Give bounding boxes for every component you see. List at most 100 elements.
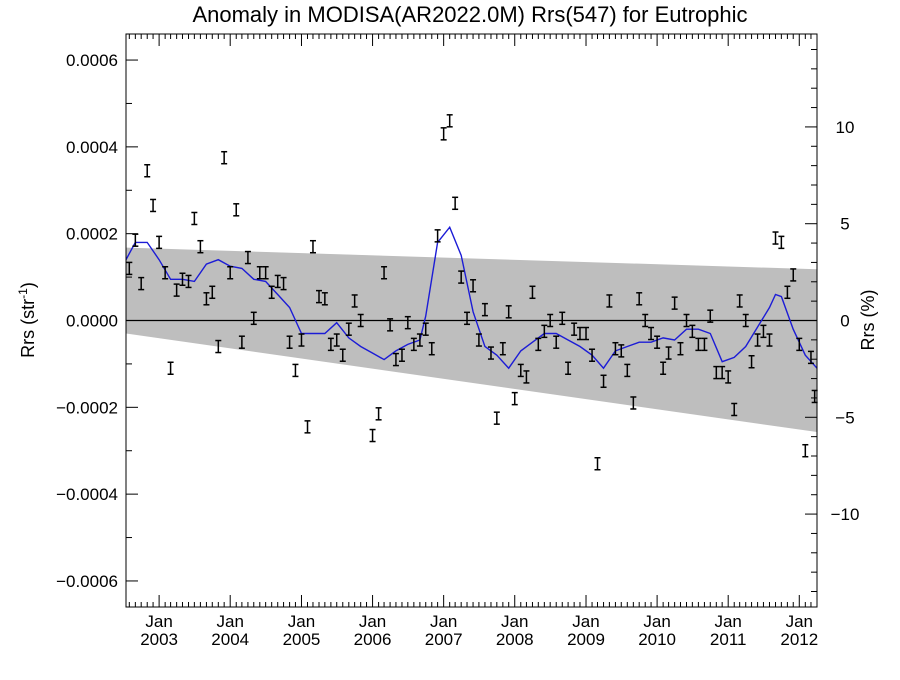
data-point bbox=[470, 279, 477, 293]
data-point bbox=[233, 203, 240, 217]
data-point bbox=[191, 211, 198, 226]
data-point bbox=[589, 348, 596, 362]
y-tick-label: −0.0002 bbox=[56, 398, 118, 417]
data-point bbox=[292, 363, 299, 378]
data-point bbox=[766, 333, 773, 347]
data-point bbox=[345, 322, 352, 336]
data-point bbox=[760, 324, 767, 339]
x-tick-label-year: 2006 bbox=[354, 630, 392, 649]
data-point bbox=[197, 239, 204, 254]
data-point bbox=[594, 457, 601, 471]
data-point bbox=[179, 272, 186, 287]
data-point bbox=[553, 335, 560, 349]
data-point bbox=[731, 402, 738, 417]
data-point bbox=[381, 266, 388, 280]
data-point bbox=[167, 361, 174, 375]
data-point bbox=[742, 313, 749, 328]
data-point bbox=[606, 294, 613, 308]
data-point bbox=[559, 311, 566, 326]
data-point bbox=[280, 276, 287, 291]
x-tick-label-year: 2009 bbox=[567, 630, 605, 649]
data-point bbox=[286, 335, 293, 349]
data-point bbox=[475, 333, 482, 347]
data-point bbox=[298, 333, 305, 347]
data-point bbox=[796, 337, 803, 352]
y-axis-label-right: Rrs (%) bbox=[858, 290, 878, 351]
data-point bbox=[630, 396, 637, 410]
data-point bbox=[493, 411, 500, 425]
data-point bbox=[719, 365, 726, 380]
data-point bbox=[446, 114, 453, 128]
data-point bbox=[434, 229, 441, 243]
data-point bbox=[262, 266, 269, 280]
data-point bbox=[203, 292, 210, 306]
data-point bbox=[404, 315, 411, 330]
chart-title: Anomaly in MODISA(AR2022.0M) Rrs(547) fo… bbox=[192, 2, 747, 27]
data-point bbox=[802, 443, 809, 458]
data-point bbox=[369, 428, 376, 443]
data-point bbox=[357, 313, 364, 328]
data-point bbox=[452, 196, 459, 211]
data-point bbox=[173, 283, 180, 297]
data-point bbox=[464, 311, 471, 326]
x-tick-label-month: Jan bbox=[786, 612, 813, 631]
x-tick-label-month: Jan bbox=[288, 612, 315, 631]
data-point bbox=[215, 339, 222, 354]
data-point bbox=[458, 270, 465, 284]
data-point bbox=[701, 337, 708, 352]
left-y-axis-ticks: 0.0006 0.0004 0.0002 0.0000 −0.0002 −0.0004 −0… bbox=[56, 51, 138, 591]
x-tick-label-month: Jan bbox=[430, 612, 457, 631]
data-point bbox=[392, 352, 399, 367]
data-point bbox=[671, 296, 678, 310]
data-point bbox=[327, 337, 334, 352]
data-point bbox=[440, 127, 447, 141]
y-tick-label: −0.0006 bbox=[56, 572, 118, 591]
data-point bbox=[736, 294, 743, 308]
x-tick-label-year: 2003 bbox=[140, 630, 178, 649]
data-point bbox=[244, 250, 251, 265]
confidence-band bbox=[126, 247, 817, 433]
data-point bbox=[517, 363, 524, 378]
data-point bbox=[618, 344, 625, 358]
smoothed-line-layer bbox=[125, 225, 818, 370]
y-tick-label: 0.0000 bbox=[66, 312, 118, 331]
x-tick-label-year: 2010 bbox=[638, 630, 676, 649]
data-point bbox=[499, 341, 506, 356]
x-tick-label-month: Jan bbox=[572, 612, 599, 631]
data-point bbox=[600, 374, 607, 389]
data-point bbox=[754, 333, 761, 347]
data-point bbox=[422, 322, 429, 336]
x-tick-label-month: Jan bbox=[145, 612, 172, 631]
data-point bbox=[523, 370, 530, 384]
data-point bbox=[387, 318, 394, 332]
data-point bbox=[576, 326, 583, 341]
data-point bbox=[807, 350, 814, 365]
data-point bbox=[654, 335, 661, 349]
data-point bbox=[689, 324, 696, 339]
data-point bbox=[571, 322, 578, 336]
data-point bbox=[316, 289, 323, 304]
y2-tick-label: 0 bbox=[840, 312, 849, 331]
data-point bbox=[256, 266, 263, 280]
data-point bbox=[784, 285, 791, 300]
data-point bbox=[238, 335, 245, 349]
data-point bbox=[583, 326, 590, 341]
y2-tick-label: −5 bbox=[835, 408, 854, 427]
y-axis-label-left-text: Rrs (str bbox=[18, 299, 38, 358]
data-point bbox=[321, 292, 328, 306]
data-point bbox=[612, 341, 619, 356]
data-point bbox=[541, 324, 548, 339]
data-point bbox=[683, 313, 690, 328]
data-point bbox=[375, 407, 382, 421]
data-point bbox=[132, 233, 139, 247]
data-point bbox=[535, 337, 542, 352]
right-y-axis-ticks: 10 5 0 −5 −10 bbox=[805, 48, 859, 593]
data-point bbox=[309, 239, 316, 254]
data-point bbox=[150, 198, 157, 213]
y-tick-label: −0.0004 bbox=[56, 485, 118, 504]
data-point bbox=[209, 285, 216, 300]
data-point bbox=[304, 420, 311, 434]
y-tick-label: 0.0004 bbox=[66, 138, 118, 157]
data-point bbox=[398, 348, 405, 362]
